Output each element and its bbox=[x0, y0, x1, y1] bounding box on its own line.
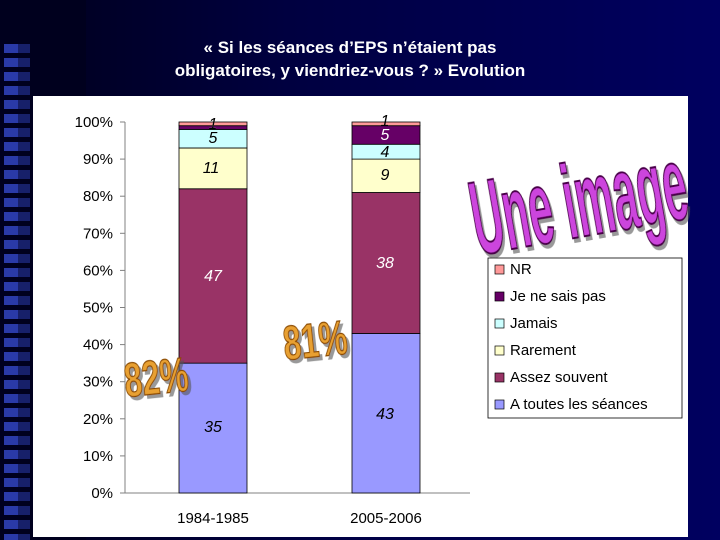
y-tick-label: 30% bbox=[83, 374, 113, 391]
legend-label: Jamais bbox=[510, 315, 558, 332]
data-label: 1 bbox=[209, 116, 218, 133]
data-label: 11 bbox=[203, 160, 220, 177]
bar-segment bbox=[178, 121, 248, 127]
callout-82-percent: 82% bbox=[121, 347, 190, 408]
legend-swatch bbox=[494, 399, 505, 410]
y-tick-label: 50% bbox=[83, 300, 113, 317]
legend-swatch bbox=[494, 264, 505, 275]
callout-81-percent: 81% bbox=[280, 310, 349, 371]
y-tick-label: 20% bbox=[83, 411, 113, 428]
data-label: 43 bbox=[376, 406, 394, 423]
legend-swatch bbox=[494, 372, 505, 383]
slide-title: « Si les séances d’EPS n’étaient pas obl… bbox=[110, 36, 590, 82]
data-label: 9 bbox=[381, 167, 390, 184]
data-label: 1 bbox=[209, 116, 218, 133]
y-tick-label: 80% bbox=[83, 188, 113, 205]
legend-box bbox=[487, 257, 683, 419]
slide-title-line-2: obligatoires, y viendriez-vous ? » Evolu… bbox=[174, 61, 526, 80]
bar-segment bbox=[351, 121, 421, 127]
y-tick-label: 100% bbox=[75, 114, 113, 131]
y-tick-label: 60% bbox=[83, 262, 113, 279]
data-label: 5 bbox=[209, 130, 218, 147]
data-label: 5 bbox=[381, 127, 390, 144]
side-squares-decoration bbox=[4, 44, 18, 540]
legend-swatch bbox=[494, 345, 505, 356]
bar-segment bbox=[178, 188, 248, 364]
bar-segment bbox=[351, 192, 421, 334]
x-tick-label: 2005-2006 bbox=[350, 510, 422, 527]
y-tick-label: 70% bbox=[83, 225, 113, 242]
legend-label: Assez souvent bbox=[510, 369, 608, 386]
side-squares-decoration-2 bbox=[16, 44, 30, 540]
data-label: 1 bbox=[381, 113, 390, 130]
legend-label: NR bbox=[510, 261, 532, 278]
legend-label: Rarement bbox=[510, 342, 577, 359]
slide-title-line-1: « Si les séances d’EPS n’étaient pas bbox=[203, 38, 497, 57]
bar-segment bbox=[178, 147, 248, 190]
bar-segment bbox=[178, 362, 248, 494]
legend-label: A toutes les séances bbox=[510, 396, 648, 413]
wordart-annotation: Une image bbox=[462, 124, 696, 278]
legend-swatch bbox=[494, 318, 505, 329]
legend-label: Je ne sais pas bbox=[510, 288, 606, 305]
y-tick-label: 90% bbox=[83, 151, 113, 168]
data-label: 35 bbox=[204, 419, 222, 436]
x-tick-label: 1984-1985 bbox=[177, 510, 249, 527]
y-tick-label: 0% bbox=[91, 485, 113, 502]
bar-segment bbox=[351, 333, 421, 494]
data-label: 38 bbox=[376, 255, 394, 272]
y-tick-label: 40% bbox=[83, 337, 113, 354]
y-tick-label: 10% bbox=[83, 448, 113, 465]
legend-swatch bbox=[494, 291, 505, 302]
data-label: 4 bbox=[381, 144, 390, 161]
data-label: 47 bbox=[204, 268, 223, 285]
